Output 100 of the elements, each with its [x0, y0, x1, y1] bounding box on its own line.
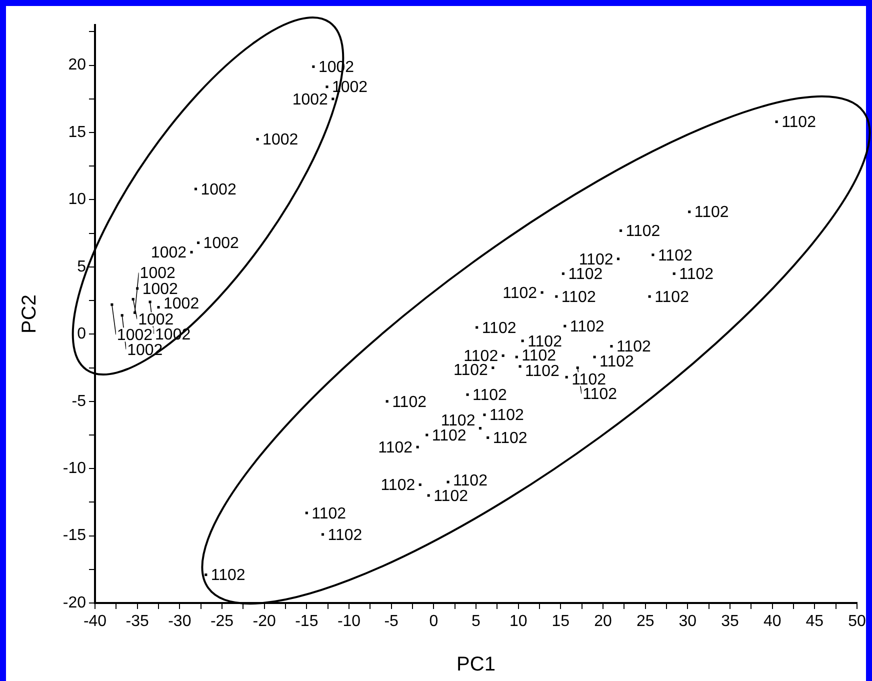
annotation: 1102: [482, 320, 516, 337]
point: [194, 188, 198, 190]
point: [416, 446, 419, 448]
y-axis-title: PC2: [18, 294, 41, 334]
annotation: 1002: [142, 280, 178, 298]
point: [321, 533, 324, 536]
y-tick-label: 0: [77, 326, 86, 343]
point: [197, 241, 200, 244]
annotation: 1102: [570, 318, 604, 336]
annotation: 1102: [432, 427, 466, 444]
x-tick-label: 15: [552, 613, 570, 630]
annotation: 1002: [127, 342, 163, 359]
point: [521, 340, 524, 342]
annotation: 1102: [392, 394, 427, 411]
annotation: 1102: [568, 266, 603, 284]
x-tick-label: 30: [678, 613, 697, 630]
x-tick-label: -25: [210, 613, 234, 630]
annotation: 1102: [658, 247, 692, 264]
annotation: 1102: [572, 372, 606, 389]
point: [483, 414, 486, 416]
annotation: 1002: [140, 265, 176, 282]
annotation: 1102: [434, 488, 468, 505]
point: [190, 250, 193, 254]
point: [593, 356, 596, 358]
point: [648, 295, 651, 298]
x-tick-label: 40: [763, 613, 782, 630]
annotation: 1102: [679, 266, 714, 284]
x-tick-label: -30: [168, 613, 192, 630]
annotation: 1102: [502, 284, 538, 302]
point: [426, 434, 428, 436]
point: [564, 324, 566, 328]
x-axis-title: PC1: [456, 654, 496, 676]
x-tick-label: 0: [429, 613, 438, 630]
point: [492, 366, 494, 370]
point: [157, 306, 160, 309]
annotation: 1102: [578, 251, 614, 268]
point: [775, 120, 778, 124]
y-tick-label: -10: [62, 460, 86, 477]
annotation: 1102: [694, 204, 729, 222]
x-tick-label: 45: [806, 613, 824, 630]
y-tick-label: 10: [68, 191, 86, 208]
x-tick-label: 5: [472, 613, 481, 630]
annotation: 1102: [492, 430, 528, 448]
point: [518, 365, 522, 368]
annotation: 1002: [164, 296, 200, 313]
point: [562, 272, 564, 275]
annotation: 1002: [116, 326, 153, 344]
point: [688, 210, 691, 214]
x-tick-label: 50: [848, 613, 866, 630]
annotation: 1102: [525, 362, 560, 380]
annotation: 1102: [616, 338, 651, 356]
annotation: 1102: [582, 386, 618, 404]
x-tick-label: 35: [721, 613, 739, 630]
annotation: 1102: [210, 567, 246, 584]
annotation: 1102: [328, 526, 362, 544]
x-tick-label: -20: [252, 613, 276, 630]
annotation: 1002: [150, 244, 187, 262]
annotation: 1102: [380, 477, 416, 494]
point: [326, 86, 328, 88]
annotation: 1102: [378, 439, 413, 456]
point: [616, 258, 620, 260]
y-tick-label: -15: [62, 527, 86, 544]
y-tick-label: 5: [77, 258, 86, 276]
point: [427, 494, 430, 497]
x-tick-label: 25: [636, 613, 654, 630]
point: [386, 400, 388, 403]
point: [515, 356, 518, 358]
y-tick-label: 20: [68, 56, 86, 74]
annotation: 1102: [472, 387, 508, 404]
point: [652, 254, 654, 256]
point: [256, 138, 259, 141]
x-tick-label: 20: [594, 613, 612, 630]
annotation: 1102: [440, 412, 476, 430]
point: [672, 272, 676, 275]
point: [565, 376, 568, 378]
annotation: 1102: [312, 505, 346, 522]
annotation: 1102: [654, 288, 690, 306]
point: [540, 291, 544, 294]
x-tick-label: -35: [126, 613, 149, 630]
annotation: 1102: [454, 362, 488, 380]
annotation: 1102: [626, 223, 660, 240]
point: [204, 574, 208, 576]
x-tick-label: -5: [384, 613, 399, 630]
point: [555, 295, 558, 298]
point: [486, 436, 490, 439]
point: [620, 229, 622, 232]
y-tick-label: 15: [68, 124, 86, 141]
annotation: 1002: [203, 235, 239, 252]
point: [418, 483, 422, 486]
x-tick-label: -10: [337, 613, 361, 630]
annotation: 1002: [262, 132, 298, 149]
x-tick-label: 10: [509, 613, 528, 630]
annotation: 1102: [561, 288, 596, 306]
annotation: 1002: [292, 91, 328, 108]
point: [610, 344, 613, 348]
annotation: 1102: [600, 353, 634, 370]
annotation: 1002: [138, 312, 174, 329]
point: [478, 426, 482, 430]
point: [446, 480, 450, 484]
x-tick-label: -40: [83, 613, 107, 630]
